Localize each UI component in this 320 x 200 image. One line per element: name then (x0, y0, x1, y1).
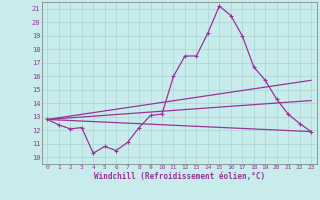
X-axis label: Windchill (Refroidissement éolien,°C): Windchill (Refroidissement éolien,°C) (94, 172, 265, 181)
